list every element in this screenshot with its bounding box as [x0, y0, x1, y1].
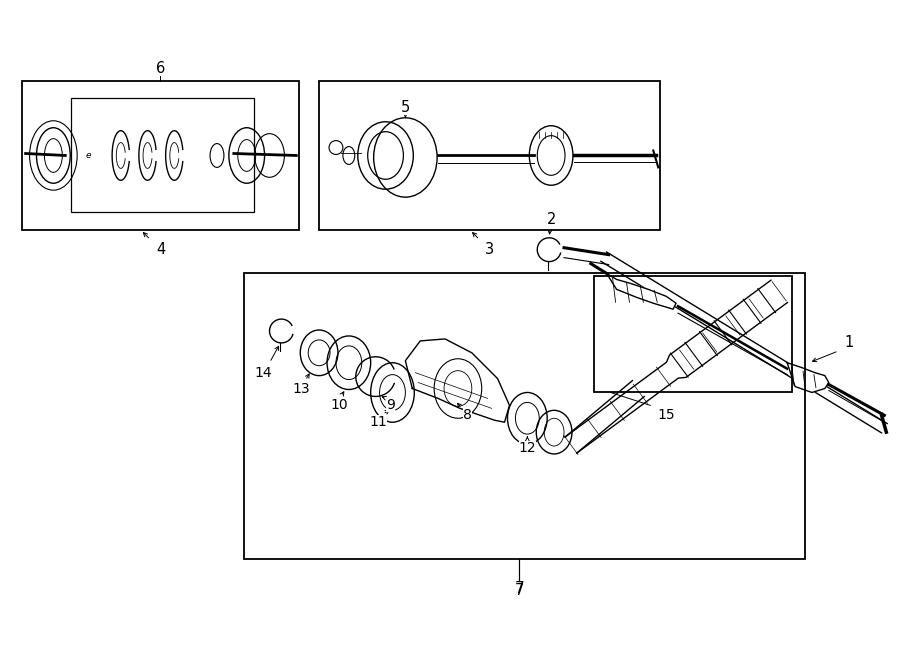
Text: 13: 13 — [292, 381, 310, 395]
Polygon shape — [607, 274, 676, 309]
Text: 8: 8 — [464, 408, 472, 422]
Text: 6: 6 — [156, 61, 165, 76]
Text: 2: 2 — [546, 212, 556, 227]
Text: e: e — [86, 151, 91, 160]
Text: 10: 10 — [330, 399, 347, 412]
Text: 9: 9 — [386, 399, 395, 412]
Polygon shape — [788, 363, 829, 393]
Text: 1: 1 — [844, 335, 853, 350]
Text: 14: 14 — [255, 366, 273, 379]
Text: 7: 7 — [515, 581, 524, 596]
Text: 5: 5 — [400, 100, 410, 116]
Text: 12: 12 — [518, 441, 536, 455]
Text: 3: 3 — [485, 242, 494, 257]
Polygon shape — [405, 339, 509, 422]
Text: 7: 7 — [515, 583, 524, 598]
Text: 4: 4 — [156, 242, 165, 257]
Text: 11: 11 — [370, 415, 388, 429]
Text: 15: 15 — [657, 408, 675, 422]
